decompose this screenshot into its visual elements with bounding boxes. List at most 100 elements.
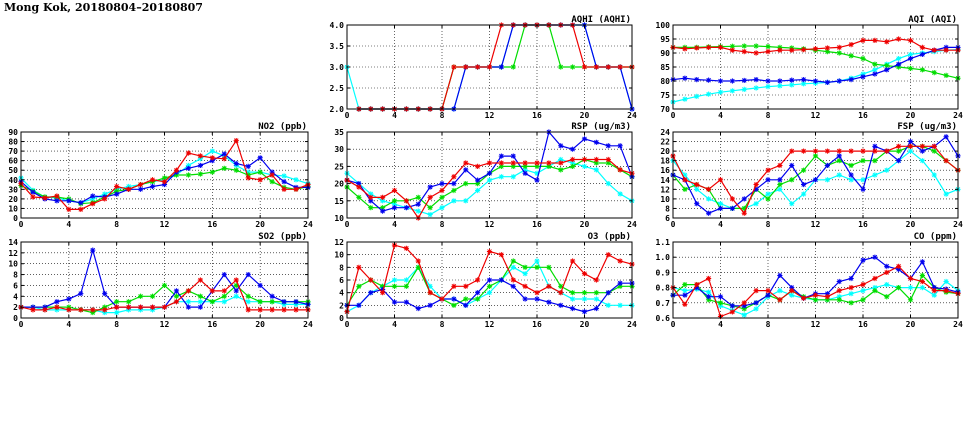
data-point <box>729 205 735 212</box>
data-point <box>475 277 481 283</box>
data-point <box>919 67 925 73</box>
plot-area-fsp <box>670 134 961 216</box>
data-point <box>356 264 362 270</box>
x-tick-label: 4 <box>392 320 397 329</box>
data-point <box>570 296 576 302</box>
data-point <box>498 160 504 166</box>
data-point <box>185 150 192 156</box>
x-tick-label: 0 <box>345 220 350 229</box>
plot-area-so2 <box>18 247 311 316</box>
data-point <box>534 290 540 296</box>
data-point <box>403 299 409 305</box>
data-point <box>475 290 481 296</box>
y-tick-label: 15 <box>334 197 344 206</box>
y-tick-label: 14 <box>660 176 670 185</box>
y-tick-label: 10 <box>8 204 18 213</box>
data-point <box>765 49 771 55</box>
data-point <box>137 186 144 192</box>
data-point <box>30 189 36 195</box>
x-tick-label: 20 <box>580 111 590 120</box>
data-point <box>860 148 866 154</box>
data-point <box>896 64 902 70</box>
data-point <box>415 264 421 270</box>
data-point <box>706 196 712 202</box>
data-point <box>824 148 830 154</box>
data-point <box>245 299 251 305</box>
data-point <box>391 201 398 207</box>
data-point <box>233 138 239 144</box>
data-point <box>860 281 866 288</box>
plot-area-o3 <box>344 242 635 315</box>
data-point <box>90 309 96 316</box>
data-point <box>197 153 203 159</box>
data-point <box>356 194 362 200</box>
chart-title-aqhi: AQHI (AQHI) <box>571 15 631 25</box>
page-title: Mong Kok, 20180804–20180807 <box>4 1 203 14</box>
data-point <box>78 307 84 313</box>
data-point <box>943 288 949 294</box>
data-point <box>185 299 192 305</box>
y-tick-label: 6 <box>665 214 670 223</box>
data-point <box>741 205 747 212</box>
data-point <box>570 290 576 296</box>
data-point <box>706 289 712 295</box>
y-tick-label: 75 <box>660 91 670 100</box>
data-point <box>907 275 914 282</box>
data-point <box>919 51 925 57</box>
data-point <box>824 297 830 303</box>
data-point <box>777 47 783 53</box>
data-point <box>812 292 819 298</box>
data-point <box>463 160 469 166</box>
data-point <box>682 281 688 288</box>
y-tick-label: 40 <box>8 176 18 185</box>
data-point <box>617 191 623 197</box>
data-point <box>801 295 807 301</box>
data-point <box>872 172 878 178</box>
data-point <box>161 181 168 188</box>
data-point <box>717 89 724 95</box>
data-point <box>884 63 890 69</box>
data-point <box>931 292 937 298</box>
data-point <box>498 64 504 70</box>
y-tick-label: 0 <box>13 214 18 223</box>
data-point <box>848 300 854 306</box>
data-point <box>570 156 576 163</box>
data-point <box>741 210 747 216</box>
series-line <box>346 158 633 216</box>
data-point <box>233 282 239 289</box>
data-point <box>848 53 854 59</box>
y-tick-label: 10 <box>660 195 670 204</box>
data-point <box>860 37 866 43</box>
data-point <box>114 188 120 194</box>
data-point <box>185 288 192 294</box>
data-point <box>114 191 120 197</box>
data-point <box>90 307 96 313</box>
data-point <box>581 64 588 70</box>
data-point <box>836 78 842 84</box>
y-tick-label: 90 <box>8 128 18 137</box>
data-point <box>510 64 516 70</box>
data-point <box>729 309 735 315</box>
data-point <box>836 278 842 285</box>
y-tick-label: 10 <box>8 260 18 269</box>
data-point <box>789 177 795 183</box>
data-point <box>907 138 914 145</box>
data-point <box>777 177 783 183</box>
data-point <box>197 156 203 162</box>
data-point <box>546 160 552 166</box>
data-point <box>694 77 700 83</box>
data-point <box>102 304 108 310</box>
data-point <box>293 186 299 192</box>
data-point <box>197 299 203 305</box>
data-point <box>943 47 949 53</box>
data-point <box>269 179 275 185</box>
data-point <box>380 198 386 204</box>
data-point <box>498 252 504 258</box>
data-point <box>812 46 819 52</box>
data-point <box>824 291 830 297</box>
data-point <box>558 167 564 173</box>
data-point <box>534 296 540 302</box>
data-point <box>872 275 878 282</box>
data-point <box>126 186 132 192</box>
